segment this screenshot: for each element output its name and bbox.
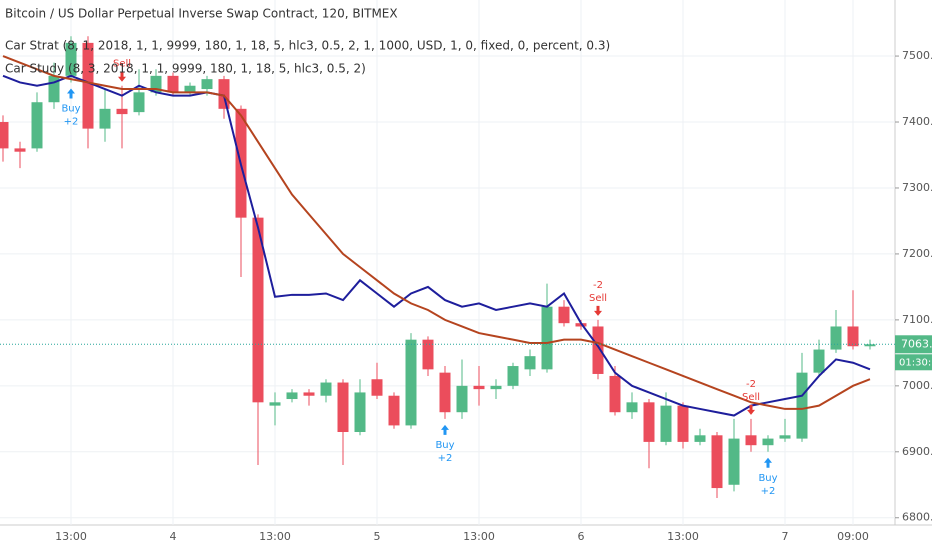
candle-body — [252, 217, 264, 403]
candle-body — [541, 306, 553, 370]
candle-body — [643, 402, 655, 442]
candle-body — [490, 385, 502, 390]
candle-body — [558, 306, 570, 324]
candle-body — [167, 75, 179, 93]
candle-body — [813, 349, 825, 373]
buy-qty: +2 — [761, 486, 776, 497]
sell-label: Sell — [589, 293, 607, 304]
candle-body — [762, 438, 774, 446]
candle-body — [864, 344, 876, 347]
y-tick-label: 6900.0 — [902, 445, 932, 458]
candle-body — [303, 392, 315, 396]
x-tick-label: 09:00 — [837, 530, 869, 543]
x-tick-label: 13:00 — [259, 530, 291, 543]
candle-body — [201, 79, 213, 90]
buy-arrow — [67, 88, 75, 99]
plot — [0, 36, 895, 498]
candle-body — [286, 392, 298, 400]
y-tick-label: 6800.0 — [902, 511, 932, 524]
buy-label: Buy — [758, 473, 777, 484]
candle-body — [456, 385, 468, 413]
candle-body — [626, 402, 638, 413]
candle-body — [830, 326, 842, 350]
y-tick-label: 7000.0 — [902, 379, 932, 392]
candle-body — [796, 372, 808, 439]
sell-arrow — [594, 305, 602, 316]
x-tick-label: 5 — [374, 530, 381, 543]
sell-arrow — [118, 71, 126, 82]
candle-body — [388, 395, 400, 426]
indicator-label: Car Study (8, 3, 2018, 1, 1, 9999, 180, … — [5, 62, 366, 76]
buy-arrow — [764, 457, 772, 468]
candle-body — [150, 75, 162, 93]
candle-body — [473, 385, 485, 390]
sell-arrow — [747, 404, 755, 415]
candle-body — [728, 438, 740, 485]
sell-qty: -2 — [593, 280, 603, 291]
buy-qty: +2 — [438, 453, 453, 464]
countdown-tag — [895, 354, 932, 371]
candle-body — [422, 339, 434, 370]
x-tick-label: 13:00 — [463, 530, 495, 543]
last-price-tag — [895, 335, 932, 354]
candle-body — [677, 405, 689, 442]
x-tick-label: 4 — [170, 530, 177, 543]
candle-body — [48, 75, 60, 103]
sell-qty: -2 — [746, 379, 756, 390]
candle-body — [31, 102, 43, 149]
candle-body — [507, 366, 519, 386]
candle-body — [779, 435, 791, 439]
candle-body — [660, 405, 672, 442]
last-price-label: 7063.0 — [901, 337, 932, 350]
candle-body — [371, 379, 383, 396]
y-tick-label: 7500.0 — [902, 49, 932, 62]
y-tick-label: 7400.0 — [902, 115, 932, 128]
candle-body — [14, 148, 26, 152]
x-tick-label: 7 — [782, 530, 789, 543]
countdown-label: 01:30:34 — [899, 357, 932, 368]
candle-body — [694, 435, 706, 442]
candle-body — [524, 356, 536, 370]
candle-body — [269, 402, 281, 406]
candle-body — [320, 382, 332, 396]
candle-body — [847, 326, 859, 347]
buy-label: Buy — [435, 440, 454, 451]
sell-label: Sell — [742, 392, 760, 403]
buy-label: Buy — [61, 103, 80, 114]
candle-body — [184, 85, 196, 93]
labels: 6800.0 6900.0 7000.0 7100.0 7200.0 7300.0 7400… — [55, 49, 932, 543]
candle-body — [354, 392, 366, 433]
sell-label: Sell — [113, 59, 131, 70]
candle-body — [745, 435, 757, 446]
grid — [0, 0, 899, 525]
candle-body — [337, 382, 349, 433]
x-tick-label: 13:00 — [55, 530, 87, 543]
x-tick-label: 6 — [578, 530, 585, 543]
indicator-line — [2, 55, 871, 410]
buy-qty: +2 — [64, 116, 79, 127]
candle-body — [65, 42, 77, 76]
candle-body — [116, 108, 128, 115]
x-tick-label: 13:00 — [667, 530, 699, 543]
candle-body — [609, 375, 621, 413]
candle-body — [82, 42, 94, 129]
indicator-label: Car Strat (8, 1, 2018, 1, 1, 9999, 180, … — [5, 39, 610, 53]
y-tick-label: 7100.0 — [902, 313, 932, 326]
candle-body — [99, 108, 111, 129]
candle-body — [439, 372, 451, 413]
y-tick-label: 7200.0 — [902, 247, 932, 260]
candle-body — [405, 339, 417, 426]
candle-body — [218, 79, 230, 109]
candle-body — [711, 435, 723, 489]
buy-arrow — [441, 424, 449, 435]
candle-body — [133, 92, 145, 113]
candle-body — [0, 122, 9, 149]
chart-title: Bitcoin / US Dollar Perpetual Inverse Sw… — [5, 7, 398, 21]
y-tick-label: 7300.0 — [902, 181, 932, 194]
candle-body — [592, 326, 604, 374]
